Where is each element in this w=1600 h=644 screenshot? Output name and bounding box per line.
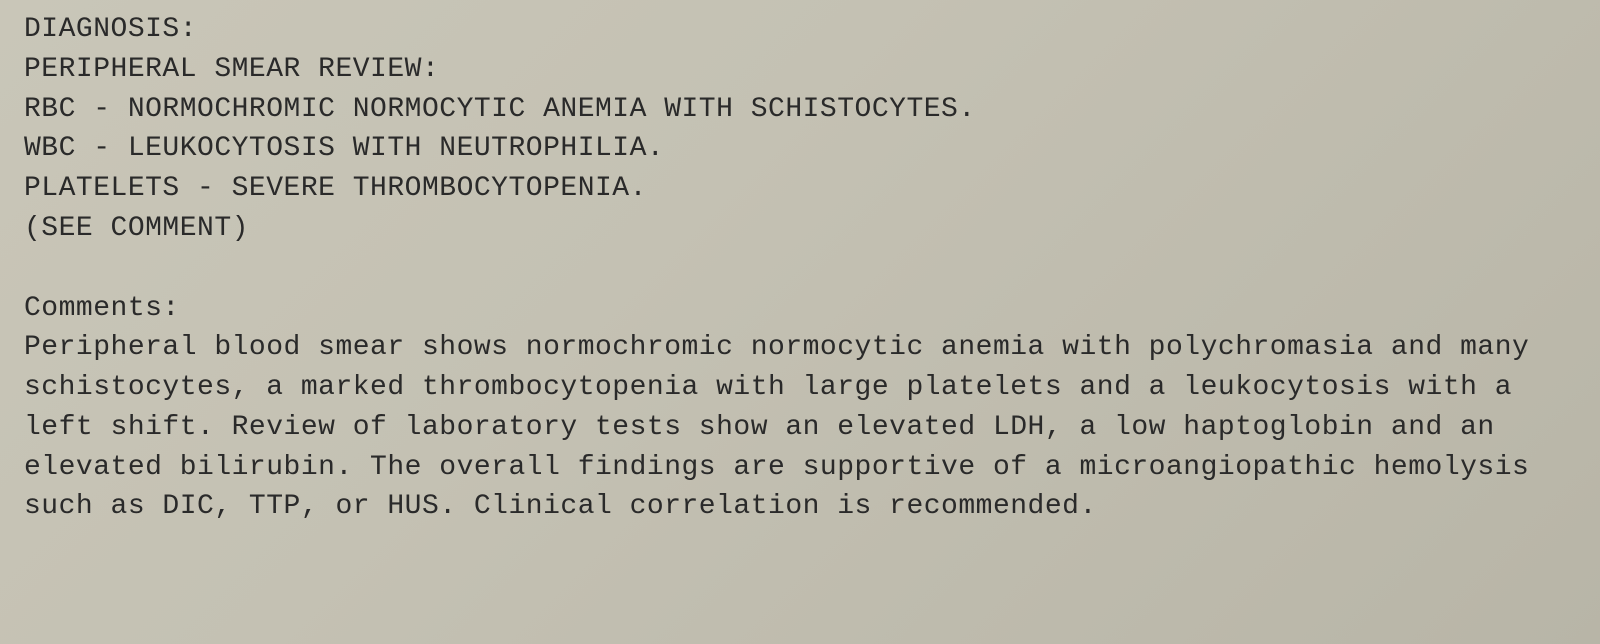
see-comment: (SEE COMMENT): [24, 209, 1600, 249]
diagnosis-heading: DIAGNOSIS:: [24, 10, 1600, 50]
comments-heading: Comments:: [24, 289, 1600, 329]
rbc-line: RBC - NORMOCHROMIC NORMOCYTIC ANEMIA WIT…: [24, 90, 1600, 130]
blank-spacer: [24, 249, 1600, 289]
wbc-line: WBC - LEUKOCYTOSIS WITH NEUTROPHILIA.: [24, 129, 1600, 169]
diagnosis-subheading: PERIPHERAL SMEAR REVIEW:: [24, 50, 1600, 90]
comments-body: Peripheral blood smear shows normochromi…: [24, 328, 1584, 527]
platelets-line: PLATELETS - SEVERE THROMBOCYTOPENIA.: [24, 169, 1600, 209]
